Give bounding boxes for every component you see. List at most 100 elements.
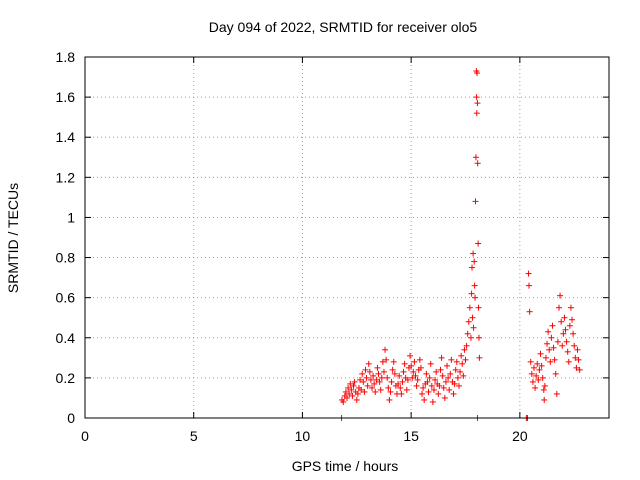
data-point [376,378,383,385]
data-point [557,292,564,299]
data-point [530,364,537,371]
data-point [552,370,559,377]
data-point [373,376,380,383]
data-point [432,376,439,383]
data-point [471,258,478,265]
data-point [450,390,457,397]
x-tick-label: 0 [81,428,89,444]
data-point [362,366,369,373]
x-tick-label: 5 [190,428,198,444]
data-point [389,366,396,373]
data-point [544,340,551,347]
data-point [540,386,547,393]
data-point [403,386,410,393]
data-point [474,100,481,107]
data-point [413,382,420,389]
data-point [453,358,460,365]
data-point [388,378,395,385]
data-point [474,70,481,77]
data-point [364,382,371,389]
data-point [427,360,434,367]
data-point [527,358,534,365]
data-point [475,240,482,247]
y-tick-label: 1.2 [56,169,76,185]
data-point [452,366,459,373]
data-point [437,366,444,373]
data-point [470,324,477,331]
data-point [345,384,352,391]
y-tick-label: 1.6 [56,89,76,105]
data-point [378,374,385,381]
data-point [361,388,368,395]
data-point [533,372,540,379]
data-point [384,374,391,381]
data-point [380,368,387,375]
data-point [465,318,472,325]
data-point [532,384,539,391]
data-point [469,264,476,271]
data-point [471,282,478,289]
data-point [439,372,446,379]
data-point [421,396,428,403]
data-point [350,382,357,389]
data-point [466,304,473,311]
grid [85,57,609,418]
data-point [401,360,408,367]
data-point [565,358,572,365]
data-point [419,390,426,397]
data-point [365,360,372,367]
y-tick-label: 0.8 [56,250,76,266]
data-point [407,352,414,359]
data-point [561,314,568,321]
data-point [528,370,535,377]
data-point [537,350,544,357]
data-point [539,374,546,381]
data-point [538,362,545,369]
data-point [435,390,442,397]
data-point [475,334,482,341]
data-point [424,378,431,385]
data-point [377,386,384,393]
data-point [386,396,393,403]
data-point [545,328,552,335]
data-point [526,308,533,315]
data-point [457,368,464,375]
data-point [576,366,583,373]
data-point [428,382,435,389]
data-point [359,370,366,377]
data-point [573,364,580,371]
data-point [429,398,436,405]
data-point [349,392,356,399]
x-tick-label: 20 [512,428,528,444]
data-point [423,370,430,377]
data-point [399,378,406,385]
data-point [441,394,448,401]
data-point [445,374,452,381]
x-tick-label: 10 [295,428,311,444]
data-point [446,386,453,393]
data-point [563,338,570,345]
data-point [461,346,468,353]
data-point [564,348,571,355]
data-point [472,198,479,205]
data-point [363,374,370,381]
y-tick-label: 0.4 [56,330,76,346]
data-point [348,386,355,393]
data-point [460,372,467,379]
data-point [404,376,411,383]
data-point [371,380,378,387]
data-point [379,358,386,365]
data-point [525,282,532,289]
data-point [370,372,377,379]
data-point [354,390,361,397]
data-point [548,334,555,341]
data-point [468,290,475,297]
data-point [430,386,437,393]
data-point [555,304,562,311]
data-point [367,376,374,383]
data-point [417,364,424,371]
chart-title: Day 094 of 2022, SRMTID for receiver olo… [209,19,478,35]
data-point [385,384,392,391]
data-point [426,374,433,381]
data-point [382,346,389,353]
